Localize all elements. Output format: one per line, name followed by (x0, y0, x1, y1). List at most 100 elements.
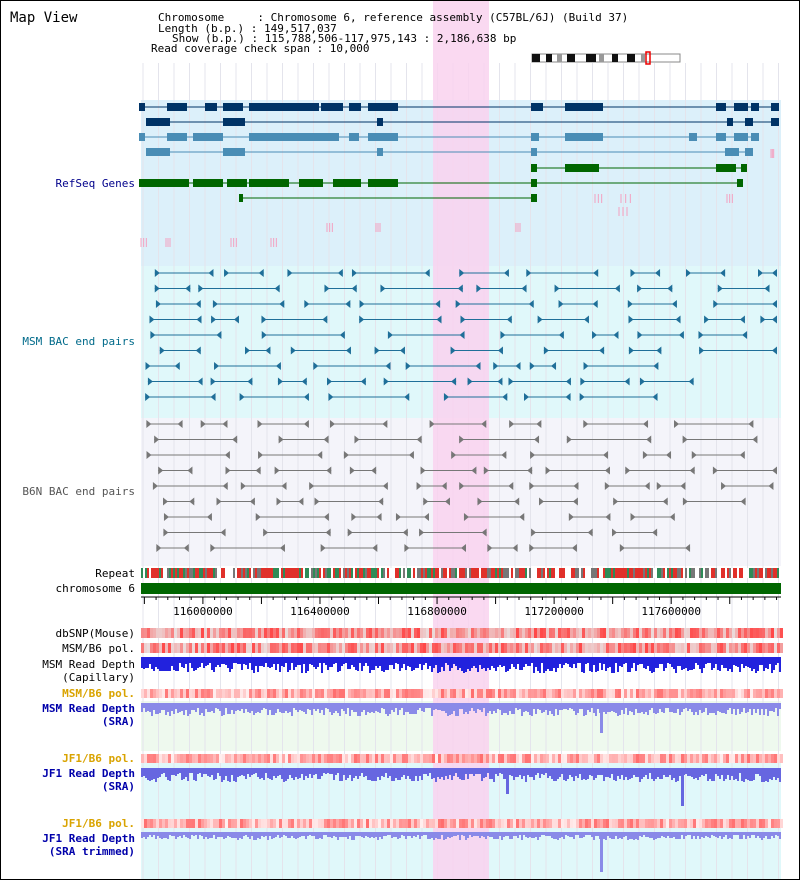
depth-bar (661, 703, 663, 712)
heat-cell (609, 689, 612, 698)
bac-end (572, 497, 578, 506)
depth-bar (747, 657, 749, 667)
depth-bar (559, 703, 561, 710)
track-label-msm-b6-pol-1[interactable]: MSM/B6 pol. (62, 642, 135, 655)
heat-cell (468, 628, 471, 638)
track-label-msm-read-depth-sra-2[interactable]: (SRA) (101, 715, 135, 728)
depth-bar (567, 768, 569, 779)
track-label-msm-read-depth-cap-2[interactable]: (Capillary) (62, 671, 135, 684)
track-label-msm-read-depth-cap-1[interactable]: MSM Read Depth (42, 658, 135, 671)
track-label-jf1-b6-pol-1[interactable]: JF1/B6 pol. (62, 752, 135, 765)
bac-end (662, 497, 668, 506)
depth-bar (633, 657, 635, 663)
track-label-dbsnp[interactable]: dbSNP(Mouse) (55, 627, 135, 640)
depth-bar (423, 657, 425, 665)
bac-end (534, 435, 540, 444)
bac-end (255, 513, 261, 521)
depth-bar (673, 832, 675, 837)
bac-end (630, 513, 636, 521)
repeat-mark (183, 568, 185, 578)
repeat-mark (633, 568, 635, 578)
depth-bar (513, 832, 515, 836)
depth-bar (323, 832, 325, 835)
bac-end (416, 482, 422, 490)
heat-cell (555, 819, 558, 828)
gene-exon (227, 179, 247, 187)
bac-end (503, 269, 509, 277)
track-label-msm-b6-pol-2[interactable]: MSM/B6 pol. (62, 687, 135, 700)
heat-cell (603, 689, 606, 698)
heat-cell (159, 628, 162, 638)
heat-cell (216, 643, 219, 653)
heat-cell (687, 643, 690, 653)
heat-cell (723, 643, 726, 653)
heat-cell (171, 643, 174, 653)
heat-cell (771, 643, 774, 653)
depth-bar (265, 768, 267, 773)
depth-bar (289, 832, 291, 838)
track-label-jf1-b6-pol-2[interactable]: JF1/B6 pol. (62, 817, 135, 830)
depth-bar (419, 657, 421, 664)
heat-cell (756, 689, 759, 698)
heat-cell (474, 628, 477, 638)
depth-bar (265, 703, 267, 709)
repeat-mark (211, 568, 213, 578)
bac-end (628, 346, 634, 355)
heat-cell (531, 689, 534, 698)
heat-cell (531, 628, 534, 638)
depth-bar (207, 768, 209, 776)
depth-bar (237, 832, 239, 840)
heat-cell (420, 819, 423, 828)
heat-cell (750, 643, 753, 653)
heat-cell (180, 754, 183, 763)
heat-cell (507, 643, 510, 653)
depth-bar (501, 832, 503, 840)
track-label-msm-bac[interactable]: MSM BAC end pairs (22, 335, 135, 348)
depth-bar (441, 768, 443, 777)
depth-bar (565, 768, 567, 781)
repeat-mark (293, 568, 295, 578)
bac-end (247, 377, 253, 386)
heat-cell (735, 628, 738, 638)
depth-bar (549, 703, 551, 711)
heat-cell (339, 819, 342, 828)
heat-cell (516, 819, 519, 828)
heat-cell (195, 628, 198, 638)
track-label-jf1-read-depth-sra-2[interactable]: (SRA) (101, 780, 135, 793)
track-label-jf1-read-depth-trim-2[interactable]: (SRA trimmed) (48, 845, 135, 858)
track-label-b6n-bac[interactable]: B6N BAC end pairs (22, 485, 135, 498)
repeat-mark (469, 568, 471, 578)
depth-bar (257, 657, 259, 672)
depth-bar (415, 832, 417, 837)
depth-bar (213, 657, 215, 672)
bac-end (378, 497, 384, 506)
heat-cell (378, 628, 381, 638)
heat-cell (504, 689, 507, 698)
track-label-msm-read-depth-sra-1[interactable]: MSM Read Depth (42, 702, 135, 715)
heat-cell (189, 643, 192, 653)
depth-bar (459, 703, 461, 709)
heat-cell (528, 689, 531, 698)
track-label-jf1-read-depth-trim-1[interactable]: JF1 Read Depth (42, 832, 135, 845)
track-label-jf1-read-depth-sra-1[interactable]: JF1 Read Depth (42, 767, 135, 780)
depth-bar (459, 768, 461, 779)
heat-cell (537, 628, 540, 638)
heat-cell (540, 689, 543, 698)
bac-end (712, 466, 718, 475)
heat-cell (540, 819, 543, 828)
depth-bar (187, 703, 189, 716)
depth-bar (473, 657, 475, 666)
track-label-refseq[interactable]: RefSeq Genes (55, 177, 135, 190)
depth-bar (625, 703, 627, 708)
heat-cell (567, 643, 570, 653)
depth-bar (177, 768, 179, 774)
gene-exon (223, 103, 243, 111)
track-label-repeat[interactable]: Repeat (95, 567, 135, 580)
track-label-chromosome[interactable]: chromosome 6 (55, 582, 135, 595)
depth-bar (271, 832, 273, 839)
depth-bar (333, 768, 335, 780)
depth-bar (753, 703, 755, 709)
heat-cell (756, 628, 759, 638)
repeat-mark (265, 568, 267, 578)
